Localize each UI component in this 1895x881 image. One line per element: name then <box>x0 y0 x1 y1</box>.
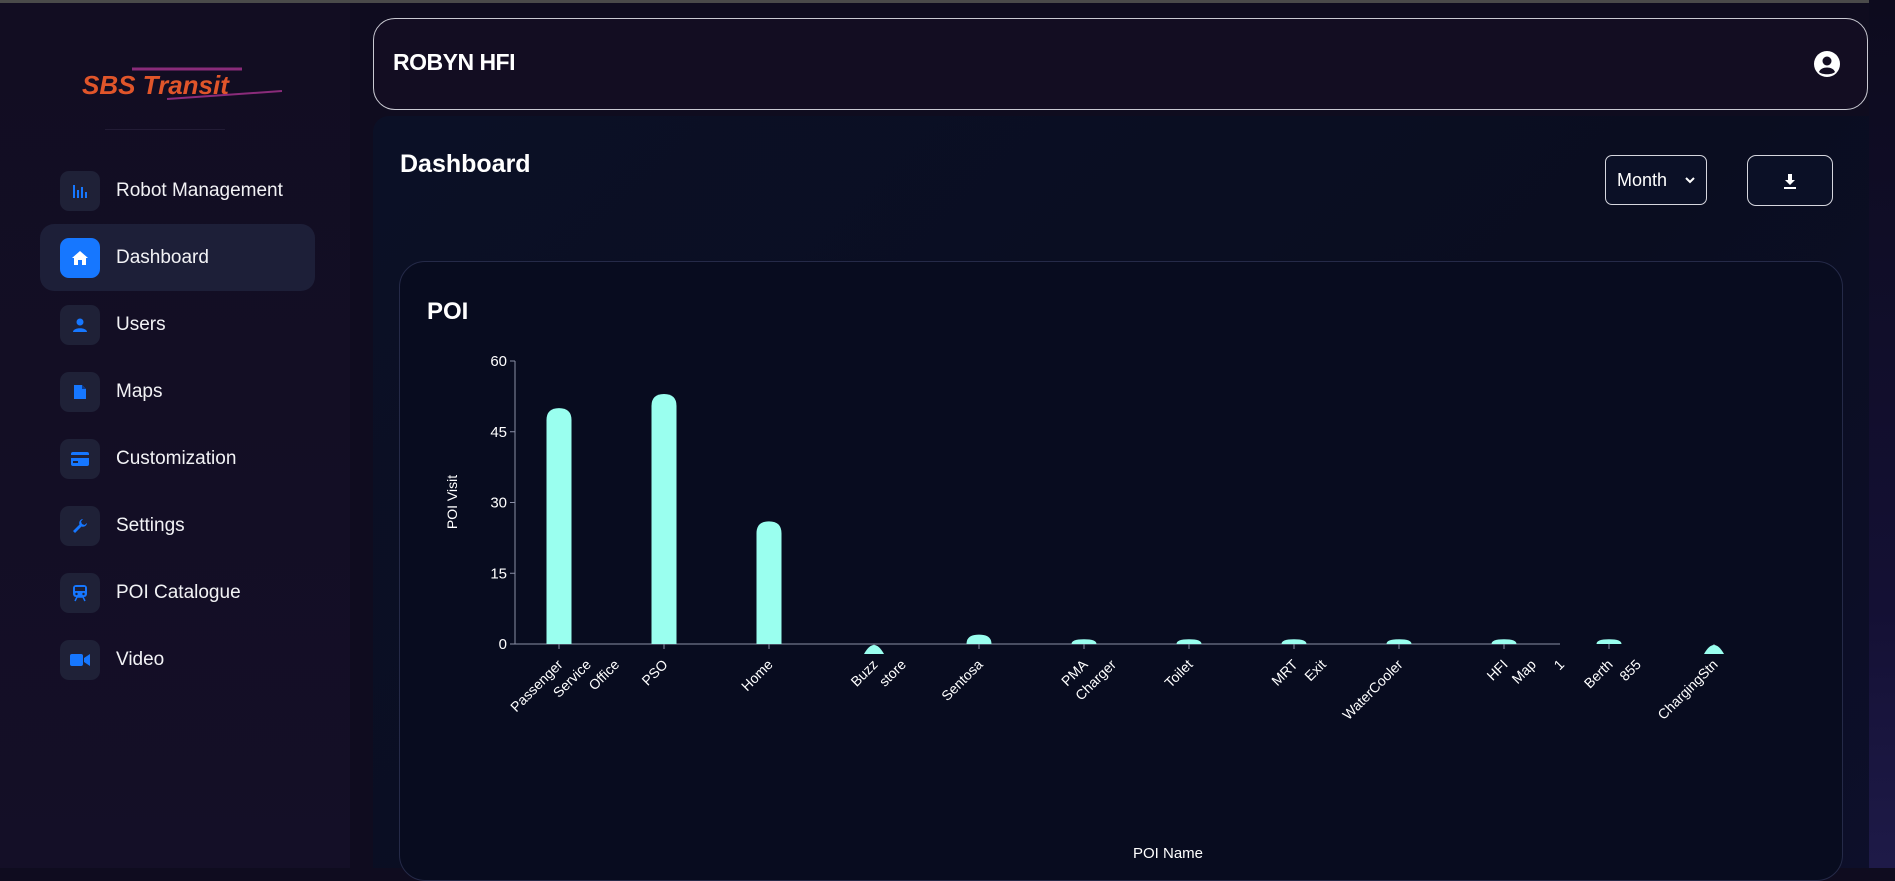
wrench-icon <box>60 505 100 546</box>
x-tick-label: Sentosa <box>938 656 986 704</box>
bar <box>1176 639 1202 644</box>
sidebar-item-users[interactable]: Users <box>40 291 315 358</box>
sidebar-item-label: Maps <box>116 380 163 402</box>
sidebar-item-label: Dashboard <box>116 246 209 268</box>
y-tick-label: 60 <box>490 353 507 370</box>
y-tick-label: 45 <box>490 424 507 441</box>
bar <box>1281 639 1307 644</box>
sidebar-item-customization[interactable]: Customization <box>40 425 315 492</box>
x-axis-label: POI Name <box>1133 845 1203 862</box>
x-tick-label: MRT Exit <box>1268 656 1329 689</box>
sidebar-item-maps[interactable]: Maps <box>40 358 315 425</box>
x-tick-label-line: Toilet <box>1161 656 1196 691</box>
bar <box>651 394 677 644</box>
sidebar-item-robot-management[interactable]: Robot Management <box>40 157 315 224</box>
download-button[interactable] <box>1747 155 1833 206</box>
x-tick-label-line: ChargingStn <box>1654 656 1720 722</box>
sidebar-item-poi-catalogue[interactable]: POI Catalogue <box>40 559 315 626</box>
period-select[interactable]: Month <box>1605 155 1707 205</box>
x-tick-label-line: PSO <box>638 656 670 688</box>
poi-bar-chart: 0 15 30 45 60 POI Visit POI Name PassengerServi… <box>444 353 1724 862</box>
x-tick-label-line: MRT <box>1268 656 1301 689</box>
logo-divider <box>105 129 225 130</box>
x-tick-label-line: 855 <box>1616 656 1644 684</box>
bar <box>1071 639 1097 644</box>
x-tick-label-line: Home <box>738 656 776 694</box>
y-axis-label: POI Visit <box>444 475 460 529</box>
bar <box>1386 639 1412 644</box>
x-tick-label-line: Berth <box>1581 656 1616 691</box>
x-tick-label: PSO <box>638 656 670 688</box>
chart-title: POI <box>427 298 469 325</box>
x-tick-label-line: Sentosa <box>938 656 986 704</box>
video-camera-icon <box>60 639 100 680</box>
credit-card-icon <box>60 438 100 479</box>
x-tick-label-line: 1 <box>1550 656 1567 673</box>
x-tick-label-line: WaterCooler <box>1339 656 1406 723</box>
sbs-transit-logo: SBS Transit <box>82 67 282 100</box>
x-tick-label-line: HFI <box>1483 656 1510 683</box>
x-tick-label-line: Buzz <box>847 656 880 689</box>
sidebar-item-dashboard[interactable]: Dashboard <box>40 224 315 291</box>
chevron-down-icon <box>1685 177 1695 184</box>
bar <box>864 645 884 654</box>
app-header: ROBYN HFI <box>373 18 1868 110</box>
main-content: Dashboard Month POI 0 15 30 45 60 POI Visit PO… <box>373 116 1895 881</box>
x-tick-label-line: Office <box>585 656 622 693</box>
sidebar-nav: Robot Management Dashboard Users Maps Cu… <box>40 157 315 693</box>
x-tick-label: Berth 855 <box>1581 656 1644 691</box>
x-tick-label-line: Map <box>1508 656 1539 687</box>
y-tick-label: 0 <box>499 636 507 653</box>
bar <box>966 634 992 644</box>
bar <box>546 408 572 644</box>
page-title: Dashboard <box>400 150 531 178</box>
bar <box>756 521 782 644</box>
document-icon <box>60 371 100 412</box>
window-top-border <box>0 0 1895 3</box>
sidebar-item-label: Users <box>116 313 166 335</box>
x-tick-label-line: store <box>876 656 909 689</box>
account-circle-icon[interactable] <box>1813 50 1841 78</box>
sidebar-item-label: Settings <box>116 514 185 536</box>
bar <box>1704 645 1724 654</box>
bar-chart-icon <box>60 170 100 211</box>
app-title: ROBYN HFI <box>393 49 516 75</box>
x-tick-label: ChargingStn <box>1654 656 1720 722</box>
bar <box>1596 639 1622 644</box>
sidebar-item-label: Video <box>116 648 165 670</box>
window-right-edge <box>1869 0 1895 868</box>
poi-chart-card: POI 0 15 30 45 60 POI Visit POI Name Passenger S… <box>399 261 1843 881</box>
sidebar-item-label: POI Catalogue <box>116 581 241 603</box>
sidebar-item-label: Robot Management <box>116 179 283 201</box>
x-tick-label: WaterCooler <box>1339 656 1406 723</box>
x-tick-label: Toilet <box>1161 656 1196 691</box>
y-tick-label: 15 <box>490 565 507 582</box>
logo-text-sbs: SBS Transit <box>82 70 230 100</box>
bar <box>1491 639 1517 644</box>
user-icon <box>60 304 100 345</box>
train-icon <box>60 572 100 613</box>
y-tick-label: 30 <box>490 495 507 512</box>
home-icon <box>60 237 100 278</box>
sidebar-item-settings[interactable]: Settings <box>40 492 315 559</box>
download-icon <box>1784 173 1796 189</box>
x-tick-label-line: Exit <box>1301 656 1329 684</box>
period-select-value: Month <box>1617 169 1668 190</box>
sidebar-item-video[interactable]: Video <box>40 626 315 693</box>
x-tick-label: Home <box>738 656 776 694</box>
sidebar-item-label: Customization <box>116 447 237 469</box>
sidebar: SBS Transit Robot Management Dashboard U… <box>0 3 350 868</box>
